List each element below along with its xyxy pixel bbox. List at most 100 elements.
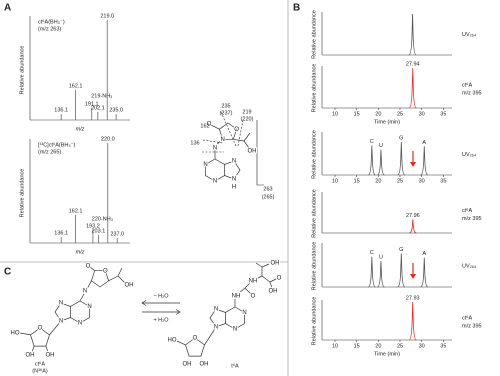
atom-label: N [214, 325, 218, 331]
y-axis-label: Relative abundance [311, 297, 317, 346]
trace-label: ct⁶A [462, 314, 473, 321]
peak-time: 27.96 [406, 213, 420, 219]
peak [368, 145, 376, 176]
x-tick-label: 10 [332, 343, 338, 349]
reaction-arrows: − H₂O + H₂O [141, 293, 181, 323]
atom-label: NH [232, 294, 241, 300]
y-axis-label: Relative abundance [311, 130, 317, 179]
peak [408, 67, 417, 109]
fragment-label: 136 [190, 140, 199, 146]
atom-label: OH [271, 261, 280, 267]
peak-label: 193.2 [86, 223, 100, 229]
x-tick-label: 15 [354, 178, 360, 184]
x-tick-label: 10 [332, 178, 338, 184]
trace-label: ct⁶A [462, 81, 473, 88]
spectrum-subtitle: (m/z 263) [38, 26, 61, 32]
peak-label: 136.1 [54, 107, 68, 113]
peak-name: C [370, 139, 374, 145]
spectrum-title: ct⁶A(BH₃⁻) [38, 18, 65, 25]
trace-label: UV₂₆₄ [462, 32, 477, 38]
x-tick-label: 25 [397, 343, 403, 349]
atom-label: O [103, 268, 108, 274]
peak-label: 191.1 [85, 101, 99, 107]
y-axis-label: Relative abundance [311, 242, 317, 291]
panel-label: A [4, 3, 11, 14]
atom-label: O [251, 294, 256, 300]
x-tick-label: 30 [419, 178, 425, 184]
peak-name: U [379, 254, 383, 260]
trace-label: UV₂₆₄ [462, 263, 477, 269]
atom-label: O [38, 326, 43, 332]
x-tick-label: 30 [419, 343, 425, 349]
peak [409, 219, 417, 234]
trace-label: UV₂₆₄ [462, 152, 477, 158]
peak [408, 301, 417, 341]
atom-label: OH [125, 283, 134, 289]
peak-label: 237.0 [110, 231, 124, 237]
compound-name: ct⁶A [35, 360, 46, 367]
fragment-label: 235 [221, 103, 230, 109]
atom-label: N [83, 289, 87, 295]
fragment-label: 162 [200, 123, 209, 129]
peak [368, 256, 376, 288]
atom-label: HO [168, 338, 177, 344]
x-axis-label: m/z [76, 249, 85, 255]
compound-name: t⁶A [231, 362, 239, 369]
peak [397, 142, 406, 176]
x-tick-label: 20 [375, 178, 381, 184]
atom-label: N [214, 307, 218, 313]
atom-label: OH [248, 149, 257, 155]
atom-label: OH [200, 362, 209, 368]
atom-label: N [242, 310, 246, 316]
atom-label: NH [249, 279, 258, 285]
compound-note: (N³⁸A) [32, 367, 48, 374]
atom-label: N [232, 159, 236, 165]
peak-label: 220.0 [101, 136, 115, 142]
y-axis-label: Relative abundance [19, 46, 25, 95]
structure-t6a: N N N N NH O NH O OH OH O HO OH OH t⁶A [167, 260, 283, 370]
atom-label: N [59, 319, 63, 325]
x-tick-label: 35 [440, 178, 446, 184]
x-tick-label: 30 [419, 111, 425, 117]
x-axis-label: m/z [76, 126, 85, 132]
x-tick-label: 10 [332, 111, 338, 117]
fragment-label: (265) [262, 194, 275, 200]
peak-label: 162.1 [69, 83, 83, 89]
peak-name: G [399, 136, 403, 142]
y-axis-label: Relative abundance [19, 169, 25, 218]
atom-label: N [233, 327, 237, 333]
structure-a: N N N N H N N O O OH [202, 111, 264, 192]
x-tick-label: 15 [354, 343, 360, 349]
atom-label: O [86, 264, 91, 270]
fragment-label: 263 [263, 186, 272, 192]
peak-time: 27.93 [406, 295, 420, 301]
reaction-label: + H₂O [153, 317, 169, 323]
atom-label: N [59, 301, 63, 307]
peak [377, 260, 385, 288]
peak-time: 27.94 [406, 61, 420, 67]
atom-label: N [221, 137, 225, 143]
x-tick-label: 35 [440, 343, 446, 349]
panel-label: B [293, 3, 300, 14]
x-axis-label: Time (min) [374, 351, 400, 357]
atom-label: N [232, 177, 236, 183]
x-tick-label: 35 [440, 111, 446, 117]
peak-label: 202.1 [91, 105, 105, 111]
trace-label: ct⁶A [462, 207, 473, 214]
peak-label: 162.1 [69, 208, 83, 214]
atom-label: OH [183, 362, 192, 368]
peak [377, 149, 385, 176]
atom-label: N [203, 162, 207, 168]
structure-ct6a: N N N N N O O OH O HO OH OH ct⁶A (N³⁸A) [10, 263, 135, 375]
atom-label: N [213, 179, 217, 185]
atom-label: O [207, 122, 212, 128]
atom-label: N [87, 304, 91, 310]
peak-label: 219.0 [100, 13, 114, 19]
atom-label: HO [11, 331, 20, 337]
peak-label: 235.0 [109, 107, 123, 113]
atom-label: N [78, 321, 82, 327]
panel-label: C [4, 267, 11, 278]
atom-label: O [193, 336, 198, 342]
trace-sublabel: m/z 395 [462, 216, 482, 222]
